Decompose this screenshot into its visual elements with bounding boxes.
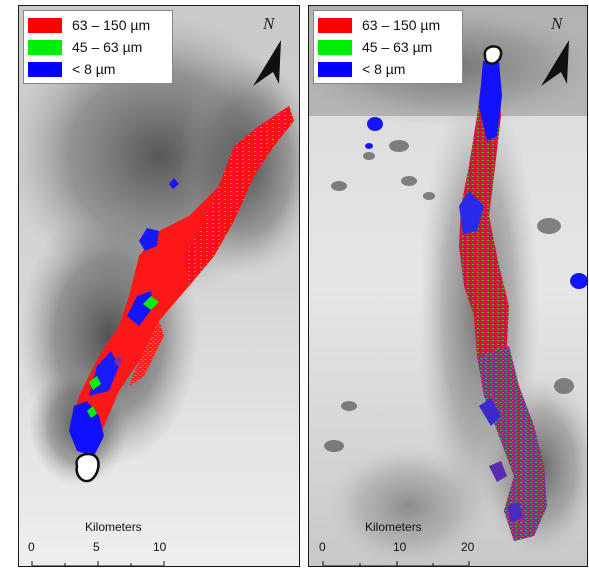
scale-bar-left: Kilometers 0 5 10 xyxy=(19,518,199,566)
north-label: N xyxy=(551,14,563,33)
legend-label: < 8 µm xyxy=(72,61,116,77)
plume-left xyxy=(69,106,294,483)
legend-label: 63 – 150 µm xyxy=(72,17,151,33)
scale-bar-graphic xyxy=(322,561,470,566)
map-panel-right: 63 – 150 µm 45 – 63 µm < 8 µm N Kilomete… xyxy=(308,5,588,567)
scale-tick: 0 xyxy=(319,540,326,554)
legend-item: 45 – 63 µm xyxy=(318,36,452,58)
legend-swatch-green xyxy=(318,39,352,55)
scale-title: Kilometers xyxy=(365,520,422,534)
scale-tick: 5 xyxy=(93,540,100,554)
scale-tick: 0 xyxy=(28,540,35,554)
map-panel-left: 63 – 150 µm 45 – 63 µm < 8 µm N Kilomete… xyxy=(18,5,300,567)
legend-label: 45 – 63 µm xyxy=(362,39,433,55)
north-arrow-icon xyxy=(541,40,569,86)
north-arrow: N xyxy=(537,14,577,94)
legend-label: 45 – 63 µm xyxy=(72,39,143,55)
legend-left: 63 – 150 µm 45 – 63 µm < 8 µm xyxy=(23,10,173,84)
legend-item: 45 – 63 µm xyxy=(28,36,162,58)
legend-item: 63 – 150 µm xyxy=(28,14,162,36)
plume-right xyxy=(365,45,587,541)
legend-label: 63 – 150 µm xyxy=(362,17,441,33)
legend-swatch-red xyxy=(28,17,62,33)
legend-right: 63 – 150 µm 45 – 63 µm < 8 µm xyxy=(313,10,463,84)
legend-swatch-red xyxy=(318,17,352,33)
satellite-image-left xyxy=(19,6,299,566)
scale-bar-graphic xyxy=(31,561,165,566)
scale-tick: 20 xyxy=(461,540,475,554)
north-arrow-icon xyxy=(253,40,281,86)
legend-swatch-green xyxy=(28,39,62,55)
legend-item: < 8 µm xyxy=(318,58,452,80)
scale-title: Kilometers xyxy=(85,520,142,534)
north-arrow: N xyxy=(249,14,289,94)
legend-item: 63 – 150 µm xyxy=(318,14,452,36)
north-label: N xyxy=(263,14,275,33)
satellite-image-right xyxy=(309,6,587,566)
legend-label: < 8 µm xyxy=(362,61,406,77)
scale-tick: 10 xyxy=(393,540,407,554)
legend-swatch-blue xyxy=(318,61,352,77)
scale-tick: 10 xyxy=(153,540,167,554)
legend-item: < 8 µm xyxy=(28,58,162,80)
legend-swatch-blue xyxy=(28,61,62,77)
scale-bar-right: Kilometers 0 10 20 xyxy=(309,518,489,566)
